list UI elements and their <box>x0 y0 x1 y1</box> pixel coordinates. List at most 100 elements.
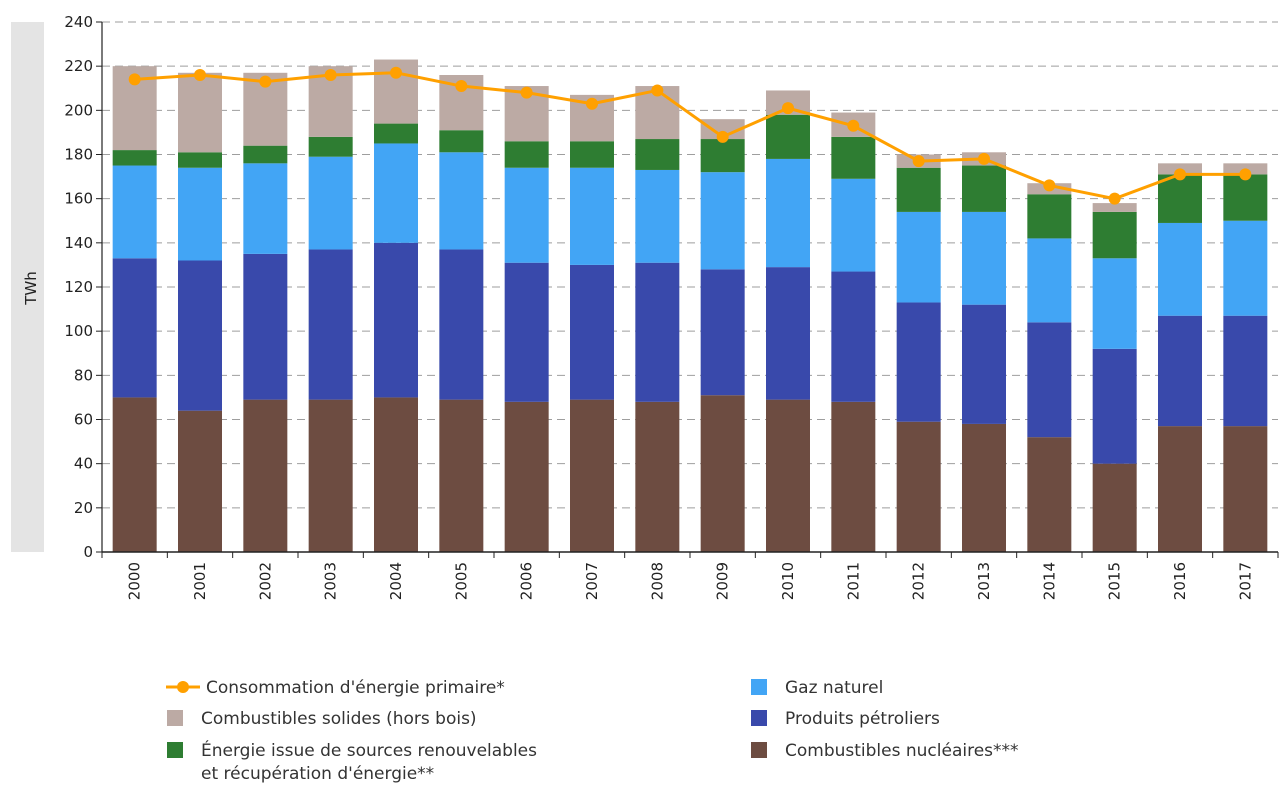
bar-renewable <box>1092 211 1137 259</box>
grid <box>102 21 1278 509</box>
bar-petroleum <box>635 262 680 402</box>
bar-gas <box>243 163 288 254</box>
bar-nuclear <box>962 423 1006 552</box>
bar-gas <box>1223 220 1268 316</box>
x-tick-label: 2017 <box>1236 562 1254 600</box>
bar-petroleum <box>700 269 745 396</box>
legend-label: Produits pétroliers <box>785 709 940 729</box>
y-tick-label: 100 <box>64 322 93 340</box>
bar-gas <box>896 211 941 303</box>
y-tick-label: 180 <box>64 146 93 164</box>
x-tick-label: 2002 <box>256 562 274 600</box>
bar-nuclear <box>635 401 680 552</box>
bar-petroleum <box>112 258 157 398</box>
bar-petroleum <box>439 249 484 400</box>
y-tick-label: 160 <box>64 190 93 208</box>
primary-consumption-point <box>1043 179 1056 192</box>
bar-petroleum <box>1092 348 1137 464</box>
primary-consumption-point <box>194 69 206 81</box>
bar-petroleum <box>896 302 941 422</box>
legend-item-petroleum: Produits pétroliers <box>751 709 940 729</box>
legend-line-marker <box>177 681 189 693</box>
x-tick-label: 2004 <box>387 562 405 600</box>
y-tick-label: 0 <box>83 543 93 561</box>
bar-gas <box>439 152 484 250</box>
bar-nuclear <box>1092 463 1137 552</box>
primary-consumption-point <box>520 86 533 99</box>
bar-solid <box>1092 203 1137 212</box>
bar-gas <box>962 211 1006 305</box>
bar-petroleum <box>1223 315 1268 427</box>
primary-consumption-point <box>782 102 794 115</box>
bar-petroleum <box>374 242 418 398</box>
primary-consumption-point <box>1174 168 1186 181</box>
bar-solid <box>700 119 745 140</box>
primary-consumption-point <box>455 80 468 93</box>
legend-swatch <box>751 710 767 726</box>
bar-nuclear <box>178 410 222 552</box>
legend: Consommation d'énergie primaire* Combusti… <box>166 678 1019 784</box>
bar-gas <box>831 178 876 272</box>
primary-consumption-point <box>324 69 337 81</box>
x-tick-label: 2013 <box>975 562 993 600</box>
bar-nuclear <box>896 421 941 552</box>
x-tick-label: 2010 <box>779 562 797 600</box>
bar-gas <box>570 167 614 265</box>
x-tick-label: 2009 <box>714 562 732 600</box>
bar-nuclear <box>374 397 418 552</box>
bar-renewable <box>178 152 222 168</box>
bar-renewable <box>112 150 157 166</box>
bar-nuclear <box>700 395 745 552</box>
bar-petroleum <box>962 304 1006 424</box>
bar-gas <box>700 172 745 270</box>
legend-label: Gaz naturel <box>785 678 883 698</box>
bar-renewable <box>1158 174 1202 223</box>
bar-gas <box>308 156 353 250</box>
x-tick-label: 2008 <box>648 562 666 600</box>
legend-label: Consommation d'énergie primaire* <box>206 678 505 698</box>
bar-petroleum <box>1027 322 1072 438</box>
bar-gas <box>504 167 549 263</box>
bar-petroleum <box>1158 315 1202 427</box>
y-tick-label: 140 <box>64 234 93 252</box>
bars <box>112 59 1268 552</box>
primary-consumption-point <box>651 84 664 97</box>
y-tick-label: 220 <box>64 57 93 75</box>
y-tick-label: 80 <box>74 366 93 384</box>
legend-swatch <box>751 742 767 758</box>
bar-renewable <box>439 130 484 153</box>
bar-nuclear <box>766 399 810 552</box>
bar-renewable <box>831 136 876 179</box>
y-tick-label: 20 <box>74 499 93 517</box>
bar-petroleum <box>178 260 222 411</box>
y-axis-label-background <box>11 22 44 552</box>
legend-item-solid: Combustibles solides (hors bois) <box>167 709 477 729</box>
primary-consumption-point <box>259 75 272 88</box>
bar-petroleum <box>831 271 876 402</box>
bar-gas <box>374 143 418 243</box>
bar-nuclear <box>308 399 353 552</box>
primary-consumption-point <box>847 119 860 132</box>
x-tick-label: 2014 <box>1040 562 1058 600</box>
legend-label: Combustibles solides (hors bois) <box>201 709 477 729</box>
primary-consumption-point <box>1239 168 1252 181</box>
bar-nuclear <box>831 401 876 552</box>
bar-petroleum <box>766 267 810 400</box>
bar-gas <box>1092 258 1137 349</box>
legend-item-gas: Gaz naturel <box>751 678 883 698</box>
primary-consumption-point <box>912 155 925 168</box>
legend-label: Combustibles nucléaires*** <box>785 741 1019 761</box>
bar-petroleum <box>570 264 614 400</box>
legend-item-consommation: Consommation d'énergie primaire* <box>166 678 505 698</box>
primary-consumption-point <box>978 152 990 165</box>
legend-swatch <box>167 742 183 758</box>
bar-nuclear <box>1223 426 1268 552</box>
bar-petroleum <box>308 249 353 400</box>
x-tick-label: 2016 <box>1171 562 1189 600</box>
y-tick-label: 40 <box>74 455 93 473</box>
bar-renewable <box>374 123 418 144</box>
bar-renewable <box>766 114 810 159</box>
legend-swatch <box>751 679 767 695</box>
